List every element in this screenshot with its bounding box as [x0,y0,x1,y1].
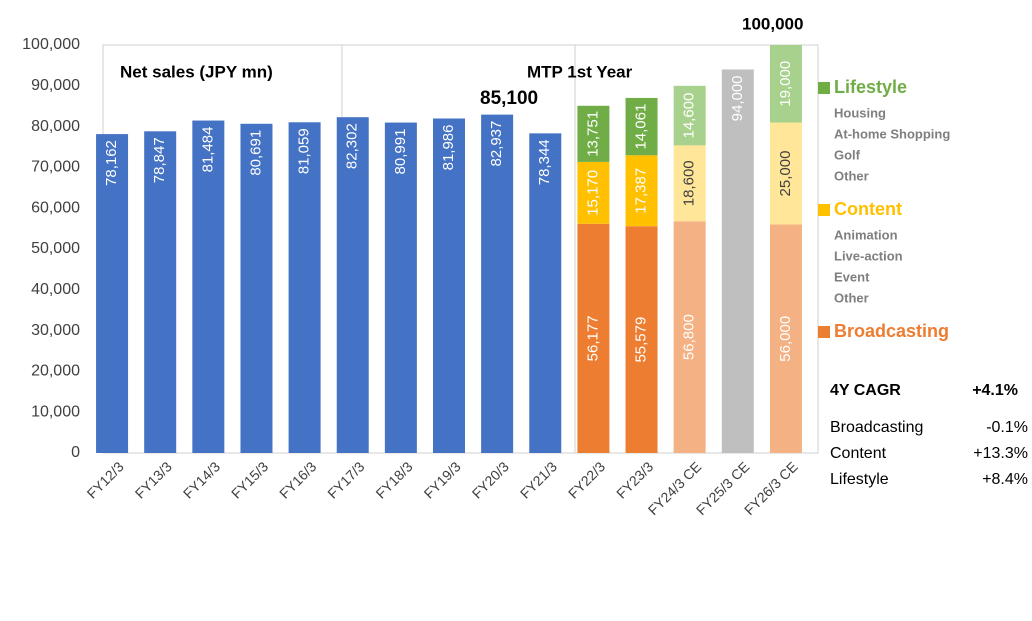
annotation: Net sales (JPY mn) [120,62,273,81]
value-label: 80,991 [392,129,409,175]
x-tick-label: FY12/3 [84,458,127,501]
legend-label: Broadcasting [834,321,949,341]
bar-segment [769,224,802,453]
x-tick-label: FY20/3 [469,458,512,501]
bar-segment [577,161,610,224]
cagr-name: Lifestyle [830,471,889,488]
cagr-row-value: +8.4% [982,471,1028,488]
x-tick-label: FY15/3 [228,458,271,501]
cagr-value: +4.1% [972,382,1018,399]
cagr-title: 4Y CAGR [830,382,901,399]
bar-segment [721,69,754,453]
legend-sub-item: Other [834,290,869,305]
y-tick-label: 0 [71,444,80,461]
bar-segment [192,120,225,453]
x-tick-label: FY18/3 [372,458,415,501]
bar-segment [481,114,514,454]
y-tick-label: 20,000 [31,363,80,380]
bar-segment [625,155,658,227]
value-label: 94,000 [729,75,746,121]
y-tick-label: 30,000 [31,322,80,339]
x-tick-label: FY21/3 [517,458,560,501]
x-tick-label: FY23/3 [613,458,656,501]
legend-sub-item: Animation [834,227,898,242]
y-tick-label: 100,000 [22,36,80,53]
legend-label: Lifestyle [834,77,907,97]
value-label: 19,000 [777,61,794,107]
bar-segment [769,122,802,225]
annotation: 100,000 [742,14,803,33]
value-label: 13,751 [584,111,601,157]
y-tick-label: 40,000 [31,281,80,298]
value-label: 56,177 [584,315,601,361]
x-tick-label: FY13/3 [132,458,175,501]
value-label: 81,484 [199,127,216,173]
legend-sub-item: Golf [834,147,861,162]
bar-segment [288,122,321,453]
bar-segment [433,118,465,453]
y-tick-label: 80,000 [31,118,80,135]
value-label: 78,847 [151,137,168,183]
x-tick-label: FY14/3 [180,458,223,501]
cagr-name: Broadcasting [830,419,923,436]
legend-swatch [818,82,830,94]
cagr-row-value: -0.1% [986,419,1028,436]
y-tick-label: 70,000 [31,159,80,176]
x-tick-label: FY19/3 [421,458,464,501]
bar-segment [673,85,706,146]
y-tick-label: 50,000 [31,240,80,257]
bar-segment [625,226,658,453]
bar-segment [673,221,706,453]
bar-segment [769,45,802,123]
value-label: 82,302 [344,123,361,169]
legend-swatch [818,326,830,338]
bar-segment [144,131,177,453]
value-label: 55,579 [633,317,650,363]
legend-sub-item: Housing [834,105,886,120]
bar-segment [577,105,610,162]
value-label: 14,061 [633,104,650,150]
cagr-row-value: +13.3% [973,445,1028,462]
value-label: 18,600 [681,160,698,206]
x-tick-label: FY16/3 [276,458,319,501]
value-label: 25,000 [777,151,794,197]
bar-segment [577,223,610,453]
bar-segment [529,133,562,453]
bar-segment [673,145,706,222]
x-tick-label: FY22/3 [565,458,608,501]
value-label: 81,986 [440,124,457,170]
x-tick-label: FY17/3 [324,458,367,501]
value-label: 78,344 [536,139,553,185]
value-label: 81,059 [296,128,313,174]
legend-sub-item: Live-action [834,248,903,263]
cagr-name: Content [830,445,887,462]
bar-segment [96,134,129,453]
bar-segment [625,97,658,156]
annotation: MTP 1st Year [527,62,633,81]
value-label: 56,000 [777,316,794,362]
value-label: 14,600 [681,93,698,139]
value-label: 78,162 [103,140,120,186]
legend-sub-item: Other [834,168,869,183]
legend-sub-item: Event [834,269,870,284]
value-label: 56,800 [681,314,698,360]
y-tick-label: 10,000 [31,403,80,420]
value-label: 17,387 [633,168,650,214]
bar-segment [336,117,369,454]
y-tick-label: 60,000 [31,199,80,216]
bar-segment [384,122,417,454]
legend-label: Content [834,199,902,219]
legend-swatch [818,204,830,216]
annotation: 85,100 [480,88,538,109]
value-label: 15,170 [584,170,601,216]
legend-sub-item: At-home Shopping [834,126,950,141]
bar-segment [240,123,273,453]
value-label: 80,691 [247,130,264,176]
value-label: 82,937 [488,121,505,167]
y-tick-label: 90,000 [31,77,80,94]
